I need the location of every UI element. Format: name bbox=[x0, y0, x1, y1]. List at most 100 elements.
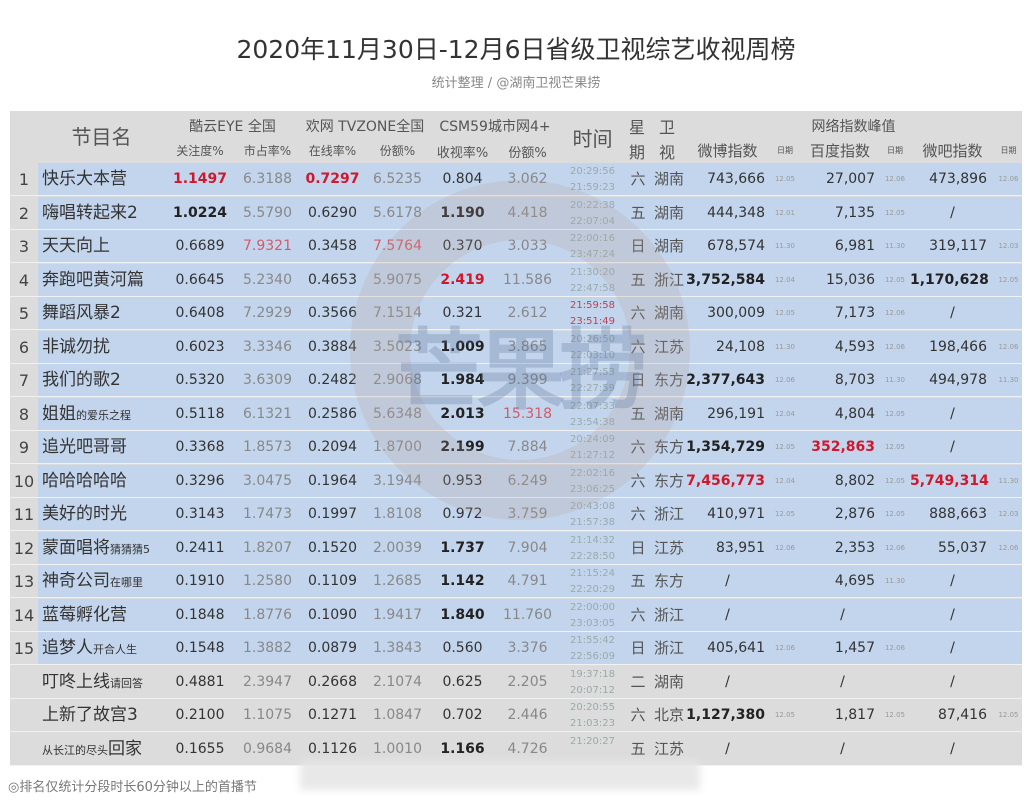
share2-value: 7.904 bbox=[507, 539, 548, 556]
weiba-date bbox=[995, 398, 1022, 431]
baidu-index: 7,135 bbox=[834, 204, 875, 221]
broadcast-time: 20:22:38 22:07:04 bbox=[560, 198, 625, 231]
weibo-index: 444,348 bbox=[707, 204, 765, 221]
weekday: 五 bbox=[630, 572, 646, 590]
weibo-index: 296,191 bbox=[707, 405, 765, 422]
program-name: 蓝莓孵化营 bbox=[42, 599, 127, 632]
online-value: 0.3884 bbox=[308, 338, 357, 355]
online-value: 0.1109 bbox=[308, 573, 357, 589]
share1-value: 1.0010 bbox=[373, 740, 422, 757]
weibo-index: 678,574 bbox=[707, 238, 765, 254]
end-time: 21:59:23 bbox=[570, 182, 615, 193]
baidu-index: 6,981 bbox=[834, 238, 875, 254]
program-name-main: 追梦人 bbox=[42, 638, 93, 658]
start-time: 22:00:00 bbox=[570, 601, 615, 613]
market-value: 7.9321 bbox=[243, 238, 292, 254]
broadcast-time: 19:37:18 20:07:12 bbox=[560, 667, 625, 700]
attention-value: 0.1655 bbox=[175, 740, 225, 757]
end-time: 22:07:04 bbox=[570, 215, 615, 227]
weibo-index: 2,377,643 bbox=[686, 372, 765, 388]
program-name-suffix: 请回答 bbox=[110, 676, 143, 690]
attention-value: 0.3368 bbox=[175, 439, 225, 455]
table-row: 上新了故宫3 0.2100 1.1075 0.1271 1.0847 0.702 2.446… bbox=[10, 699, 1022, 732]
broadcast-time: 20:24:09 21:27:12 bbox=[560, 432, 625, 465]
baidu-date: 12.05 bbox=[884, 409, 906, 418]
rank-number: 9 bbox=[18, 438, 30, 457]
weibo-index: / bbox=[725, 606, 730, 623]
market-value: 1.3882 bbox=[243, 640, 292, 656]
baidu-index: 2,876 bbox=[834, 506, 875, 522]
channel: 江苏 bbox=[653, 739, 684, 758]
rating-value: 0.321 bbox=[442, 305, 483, 321]
rank-number bbox=[10, 733, 38, 766]
share1-value: 1.2685 bbox=[373, 573, 422, 589]
rating-value: 0.972 bbox=[442, 506, 483, 522]
share1-value: 5.6348 bbox=[373, 405, 422, 422]
rating-value: 1.190 bbox=[440, 204, 485, 221]
share2-value: 2.205 bbox=[507, 673, 548, 690]
baidu-index: 7,173 bbox=[834, 305, 875, 321]
channel: 浙江 bbox=[653, 505, 684, 523]
program-name: 嗨唱转起来2 bbox=[42, 197, 138, 230]
footnote: ◎排名仅统计分段时长60分钟以上的首播节 bbox=[8, 780, 257, 795]
share2-value: 4.726 bbox=[507, 740, 548, 757]
start-time: 21:15:24 bbox=[570, 568, 615, 579]
end-time: 23:03:05 bbox=[570, 617, 615, 629]
weiba-index: 319,117 bbox=[929, 238, 987, 254]
row-highlight bbox=[38, 531, 1022, 564]
rating-value: 1.737 bbox=[440, 539, 485, 556]
share1-value: 3.5023 bbox=[373, 338, 422, 355]
channel: 浙江 bbox=[653, 270, 684, 289]
attention-value: 0.6645 bbox=[175, 271, 225, 288]
header-channel-top: 卫 bbox=[658, 118, 675, 137]
header-date2: 日期 bbox=[887, 146, 903, 155]
rank-number: 13 bbox=[13, 572, 35, 591]
weekday: 日 bbox=[630, 371, 646, 389]
baidu-date: 12.06 bbox=[884, 644, 906, 652]
weekday: 六 bbox=[630, 605, 646, 624]
share1-value: 7.1514 bbox=[373, 305, 422, 321]
channel: 东方 bbox=[653, 438, 684, 456]
weiba-index: 473,896 bbox=[929, 171, 987, 187]
baidu-index: 1,457 bbox=[834, 640, 875, 656]
share2-value: 9.399 bbox=[507, 372, 548, 388]
rank-number: 1 bbox=[18, 170, 30, 189]
baidu-date: 12.05 bbox=[884, 275, 906, 284]
attention-value: 0.6689 bbox=[175, 238, 225, 254]
program-name-main: 嗨唱转起来2 bbox=[42, 202, 138, 223]
broadcast-time: 21:20:27 bbox=[560, 734, 625, 767]
start-time: 22:02:16 bbox=[570, 467, 615, 479]
weiba-index: / bbox=[950, 673, 955, 690]
weiba-index: 198,466 bbox=[929, 338, 987, 355]
rank-number: 7 bbox=[18, 371, 30, 390]
header-weekday-bottom: 期 bbox=[628, 143, 645, 162]
end-time: 23:06:25 bbox=[570, 483, 615, 495]
start-time: 21:30:20 bbox=[570, 266, 615, 278]
weibo-date: 12.05 bbox=[774, 309, 796, 317]
weibo-date: 11.30 bbox=[774, 342, 796, 351]
share2-value: 2.446 bbox=[507, 707, 548, 723]
share1-value: 7.5764 bbox=[373, 238, 422, 254]
table-row: 1 快乐大本营 1.1497 6.3188 0.7297 6.5235 0.804 3.062… bbox=[10, 163, 1022, 196]
end-time: 20:07:12 bbox=[570, 684, 615, 696]
share2-value: 7.884 bbox=[507, 439, 548, 455]
weiba-date bbox=[995, 632, 1022, 665]
broadcast-time: 20:43:08 21:57:38 bbox=[560, 499, 625, 532]
share1-value: 2.1074 bbox=[373, 673, 422, 690]
baidu-index: 4,593 bbox=[834, 338, 875, 355]
online-value: 0.7297 bbox=[305, 171, 360, 187]
end-time: 22:27:59 bbox=[570, 383, 615, 394]
weiba-index: 5,749,314 bbox=[910, 472, 989, 489]
market-value: 1.2580 bbox=[243, 573, 292, 589]
rating-value: 2.199 bbox=[440, 439, 485, 455]
weibo-date bbox=[770, 565, 800, 598]
weekday: 六 bbox=[630, 304, 646, 322]
rank-number: 14 bbox=[13, 605, 35, 625]
program-name-main: 回家 bbox=[108, 738, 142, 759]
program-name-suffix: 的爱乐之程 bbox=[76, 408, 131, 422]
header-share1: 份额% bbox=[379, 144, 416, 158]
header-weiba: 微吧指数 bbox=[922, 142, 983, 160]
program-name-main: 神奇公司 bbox=[42, 571, 110, 591]
channel: 湖南 bbox=[653, 237, 684, 255]
online-value: 0.1997 bbox=[308, 506, 357, 522]
